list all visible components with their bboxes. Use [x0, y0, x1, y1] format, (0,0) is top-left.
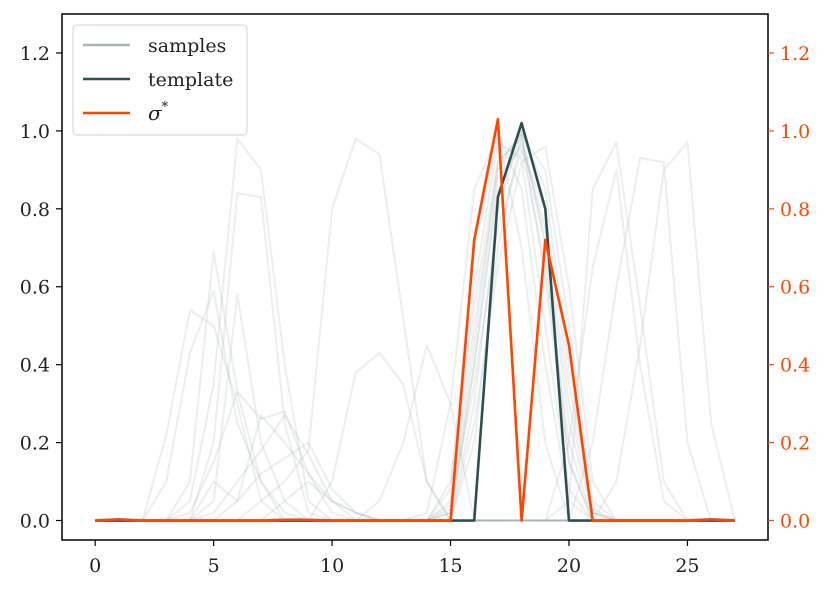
- sigma-line: [95, 117, 735, 522]
- y-tick-label-right: 1.2: [780, 43, 810, 65]
- y-tick-label-left: 1.0: [20, 121, 50, 143]
- sample-line: [95, 309, 735, 522]
- y-tick-label-right: 1.0: [780, 121, 810, 143]
- y-tick-label-left: 1.2: [20, 43, 50, 65]
- legend-template-label: template: [148, 69, 233, 91]
- x-tick-label: 25: [675, 555, 699, 577]
- sample-line: [95, 293, 735, 522]
- y-tick-label-right: 0.4: [780, 355, 810, 377]
- legend-sigma-label: σ*: [148, 100, 169, 125]
- y-tick-label-left: 0.0: [20, 511, 50, 533]
- y-axis-left: 0.0 0.2 0.4 0.6 0.8 1.0 1.2: [20, 43, 62, 533]
- legend-sigma-sup: *: [162, 100, 169, 115]
- y-axis-right: 0.0 0.2 0.4 0.6 0.8 1.0 1.2: [768, 43, 810, 533]
- legend-sigma-base: σ: [148, 101, 163, 125]
- sample-line: [95, 390, 735, 522]
- plot-area: [95, 117, 736, 522]
- y-tick-label-left: 0.8: [20, 199, 50, 221]
- legend-box: [72, 24, 248, 136]
- plot-frame: [61, 13, 769, 541]
- samples-layer: [95, 129, 736, 522]
- y-tick-label-left: 0.4: [20, 355, 50, 377]
- sigma-layer: [95, 117, 735, 522]
- y-tick-label-right: 0.6: [780, 277, 810, 299]
- x-tick-label: 5: [208, 555, 220, 577]
- y-tick-label-right: 0.8: [780, 199, 810, 221]
- y-tick-label-right: 0.2: [780, 433, 810, 455]
- x-axis: 0 5 10 15 20 25: [89, 540, 700, 577]
- legend: samples template σ*: [72, 24, 248, 136]
- x-tick-label: 0: [89, 555, 101, 577]
- y-tick-label-left: 0.2: [20, 433, 50, 455]
- x-tick-label: 20: [557, 555, 581, 577]
- y-tick-label-left: 0.6: [20, 277, 50, 299]
- x-tick-label: 15: [438, 555, 462, 577]
- legend-samples-label: samples: [148, 35, 226, 57]
- y-tick-label-right: 0.0: [780, 511, 810, 533]
- x-tick-label: 10: [320, 555, 344, 577]
